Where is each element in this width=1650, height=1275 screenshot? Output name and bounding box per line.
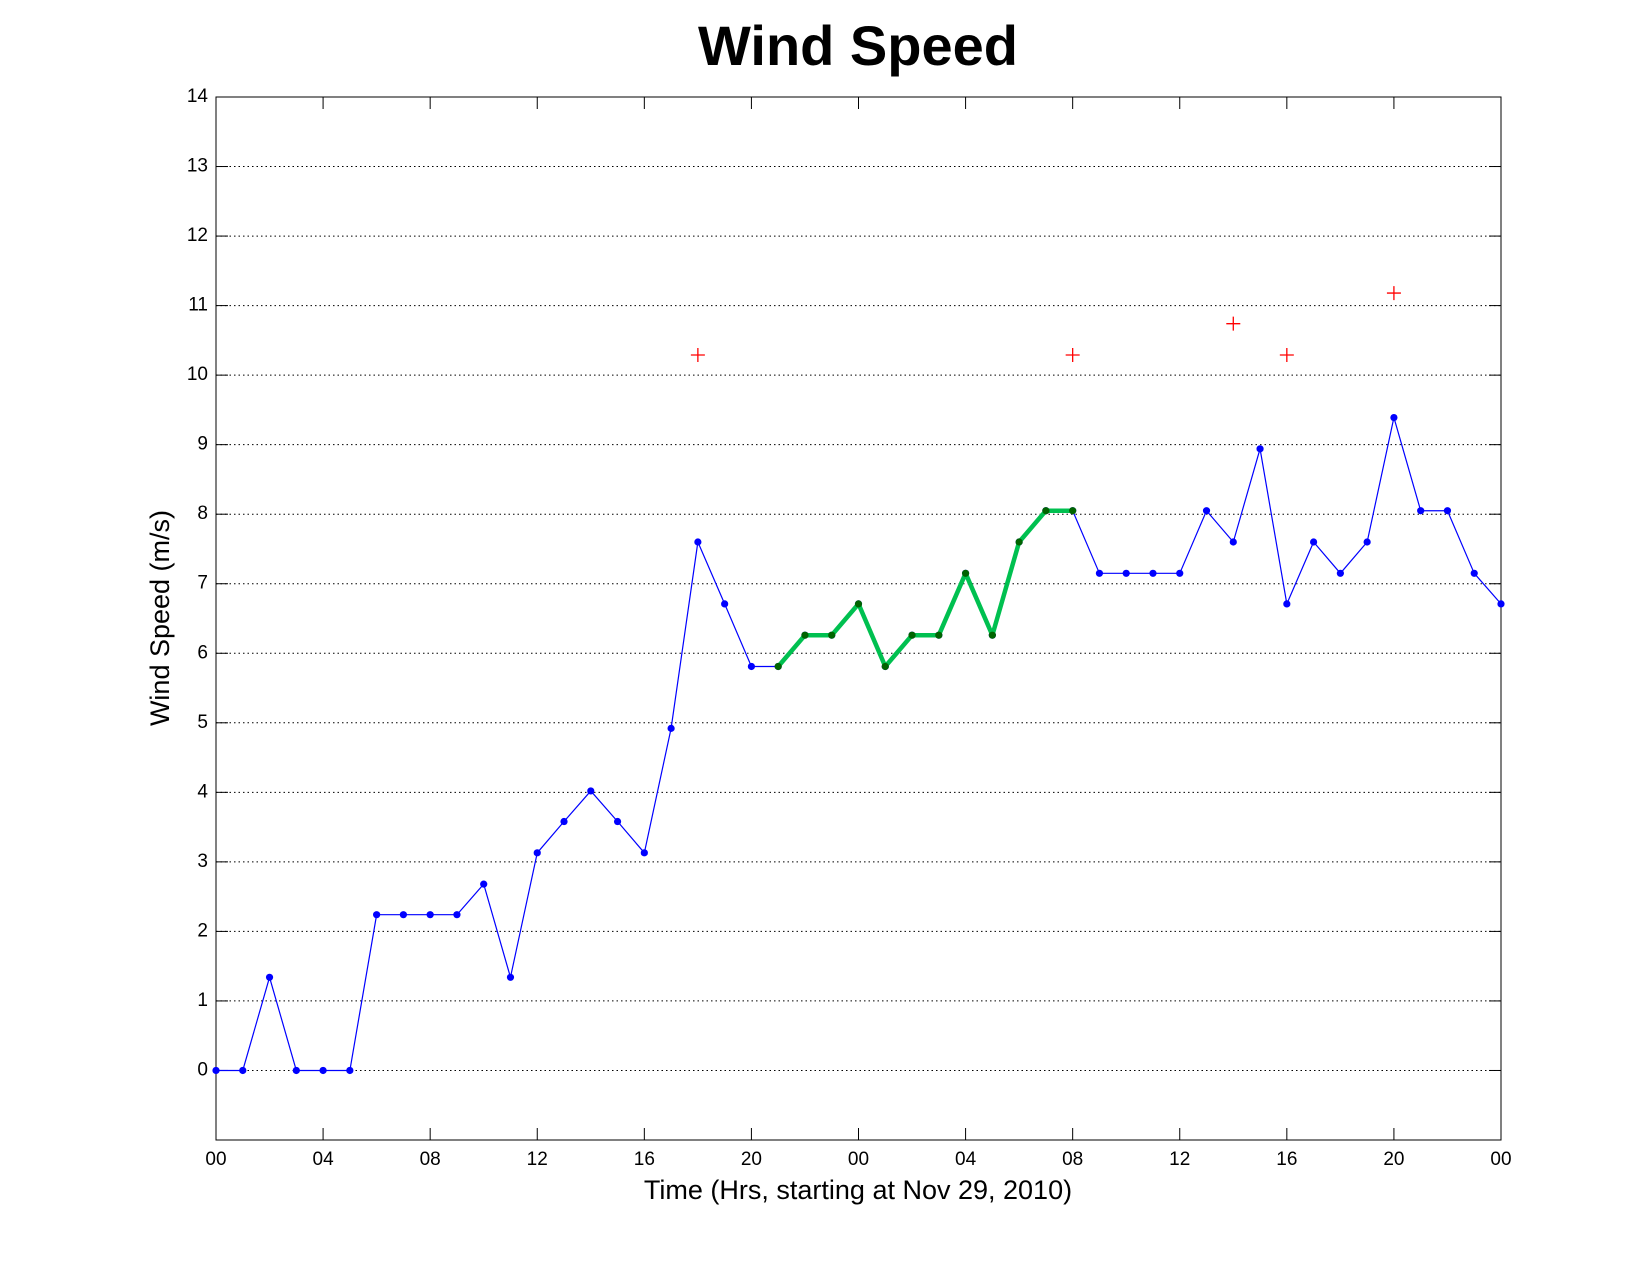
point-marker [640, 849, 648, 857]
x-tick-label: 08 [1062, 1149, 1083, 1170]
y-tick-label: 1 [197, 990, 208, 1011]
point-marker [1470, 569, 1478, 577]
point-marker [533, 849, 541, 857]
x-tick-label: 04 [313, 1149, 335, 1170]
point-marker [961, 569, 970, 577]
point-marker [265, 973, 274, 981]
point-marker [1015, 538, 1023, 546]
point-marker [828, 631, 836, 639]
y-tick-label: 6 [197, 642, 208, 663]
point-marker [319, 1066, 327, 1075]
point-marker [1443, 507, 1452, 515]
point-marker [1229, 538, 1237, 546]
x-tick-label: 12 [1169, 1149, 1190, 1170]
point-marker [801, 631, 809, 639]
point-marker [1310, 538, 1318, 546]
point-marker [854, 600, 863, 608]
x-tick-label: 00 [1490, 1149, 1511, 1170]
x-axis-label: Time (Hrs, starting at Nov 29, 2010) [644, 1175, 1072, 1205]
point-marker [694, 538, 702, 546]
plus-marker [1065, 347, 1080, 362]
point-marker [667, 724, 675, 732]
point-marker [587, 787, 595, 795]
point-marker [1363, 538, 1371, 546]
point-marker [1042, 507, 1050, 515]
y-tick-label: 3 [197, 851, 208, 872]
point-marker [1497, 600, 1505, 608]
point-marker [292, 1066, 300, 1075]
y-tick-label: 11 [188, 295, 208, 316]
x-tick-label: 20 [741, 1149, 762, 1170]
y-tick-label: 13 [187, 156, 208, 177]
point-marker [908, 631, 916, 639]
y-axis-label: Wind Speed (m/s) [145, 510, 175, 726]
point-marker [506, 973, 515, 981]
x-tick-label: 08 [420, 1149, 441, 1170]
series-line [776, 508, 1073, 669]
point-marker [1202, 507, 1211, 515]
point-marker [453, 911, 461, 919]
point-marker [1069, 507, 1077, 515]
point-marker [373, 911, 381, 919]
chart-title: Wind Speed [698, 14, 1018, 77]
point-marker [426, 911, 434, 919]
plus-marker [1386, 286, 1401, 301]
y-tick-label: 7 [197, 573, 208, 594]
y-tick-label: 12 [187, 225, 208, 246]
point-marker [1390, 413, 1398, 422]
point-marker [560, 817, 568, 826]
point-marker [480, 880, 488, 888]
x-tick-label: 16 [634, 1149, 655, 1170]
point-marker [721, 600, 729, 608]
y-tick-label: 8 [197, 503, 208, 524]
point-marker [346, 1066, 354, 1075]
point-marker [212, 1066, 220, 1075]
y-tick-label: 14 [187, 86, 209, 107]
point-marker [1256, 445, 1264, 453]
point-marker [399, 911, 407, 919]
x-tick-label: 00 [848, 1149, 869, 1170]
x-tick-label: 00 [205, 1149, 226, 1170]
y-tick-label: 5 [197, 712, 208, 733]
point-marker [774, 662, 782, 671]
point-marker [988, 631, 996, 639]
point-marker [935, 631, 943, 639]
x-tick-label: 16 [1276, 1149, 1297, 1170]
point-marker [1283, 600, 1291, 608]
point-marker [1122, 569, 1130, 577]
point-marker [1417, 507, 1425, 515]
point-marker [881, 662, 889, 671]
y-tick-label: 2 [197, 920, 208, 941]
y-tick-label: 0 [197, 1059, 208, 1080]
point-marker [239, 1066, 247, 1075]
point-marker [1336, 569, 1344, 577]
y-tick-label: 9 [197, 434, 208, 455]
point-marker [1149, 569, 1157, 577]
point-marker [747, 662, 756, 671]
point-marker [613, 817, 622, 826]
x-tick-label: 12 [527, 1149, 548, 1170]
point-marker [1095, 569, 1104, 577]
plus-marker [1226, 316, 1241, 331]
plus-marker [690, 347, 705, 362]
plus-marker [1279, 347, 1294, 362]
point-marker [1176, 569, 1184, 577]
plot-frame [215, 96, 1502, 1141]
y-tick-label: 4 [197, 781, 208, 802]
y-tick-label: 10 [187, 364, 208, 385]
x-tick-label: 04 [955, 1149, 977, 1170]
x-tick-label: 20 [1383, 1149, 1404, 1170]
